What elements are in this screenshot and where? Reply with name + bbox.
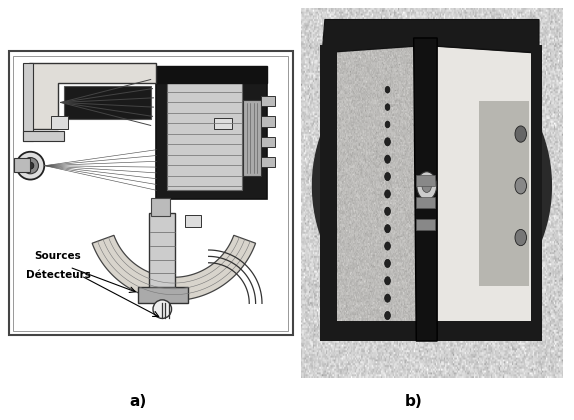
Bar [261,136,276,147]
Circle shape [385,260,390,268]
Circle shape [515,126,526,142]
Bar [157,66,267,83]
Bar [320,45,336,341]
Bar [416,219,435,230]
Circle shape [385,155,390,163]
Bar [531,45,542,341]
Circle shape [385,190,390,198]
Circle shape [385,225,390,233]
Bar [215,118,232,129]
Bar [23,63,33,141]
Polygon shape [414,38,437,341]
Bar [261,116,276,126]
Circle shape [385,138,390,146]
Bar [149,213,175,295]
Circle shape [422,179,432,192]
Bar [243,100,261,176]
Circle shape [153,300,172,318]
Bar [261,157,276,167]
Circle shape [385,104,390,110]
Circle shape [385,173,390,181]
Circle shape [385,312,390,320]
Circle shape [385,242,390,250]
Circle shape [385,294,390,302]
Polygon shape [29,63,157,129]
Circle shape [22,158,38,174]
Bar [416,175,435,186]
Circle shape [385,121,390,128]
Circle shape [385,87,390,93]
Polygon shape [322,45,426,333]
Bar [320,321,539,341]
Polygon shape [322,19,539,53]
Bar [479,101,529,286]
Bar [51,116,68,129]
Bar [64,86,150,119]
Text: Détecteurs: Détecteurs [26,270,91,280]
Bar [138,287,188,303]
Text: b): b) [405,394,422,410]
Circle shape [515,178,526,194]
Circle shape [385,207,390,215]
Bar [166,80,242,190]
Circle shape [385,277,390,285]
Bar [185,215,201,226]
Bar [157,71,267,199]
Bar [416,197,435,208]
Polygon shape [426,45,539,333]
Bar [150,197,169,216]
Bar [23,131,64,141]
Circle shape [17,152,44,180]
Polygon shape [92,235,255,300]
Bar [261,96,276,106]
Circle shape [27,162,34,169]
Circle shape [417,172,437,200]
Text: a): a) [129,394,146,410]
Polygon shape [312,50,552,322]
Text: Sources: Sources [35,251,82,261]
Bar [14,158,30,172]
Circle shape [515,229,526,246]
